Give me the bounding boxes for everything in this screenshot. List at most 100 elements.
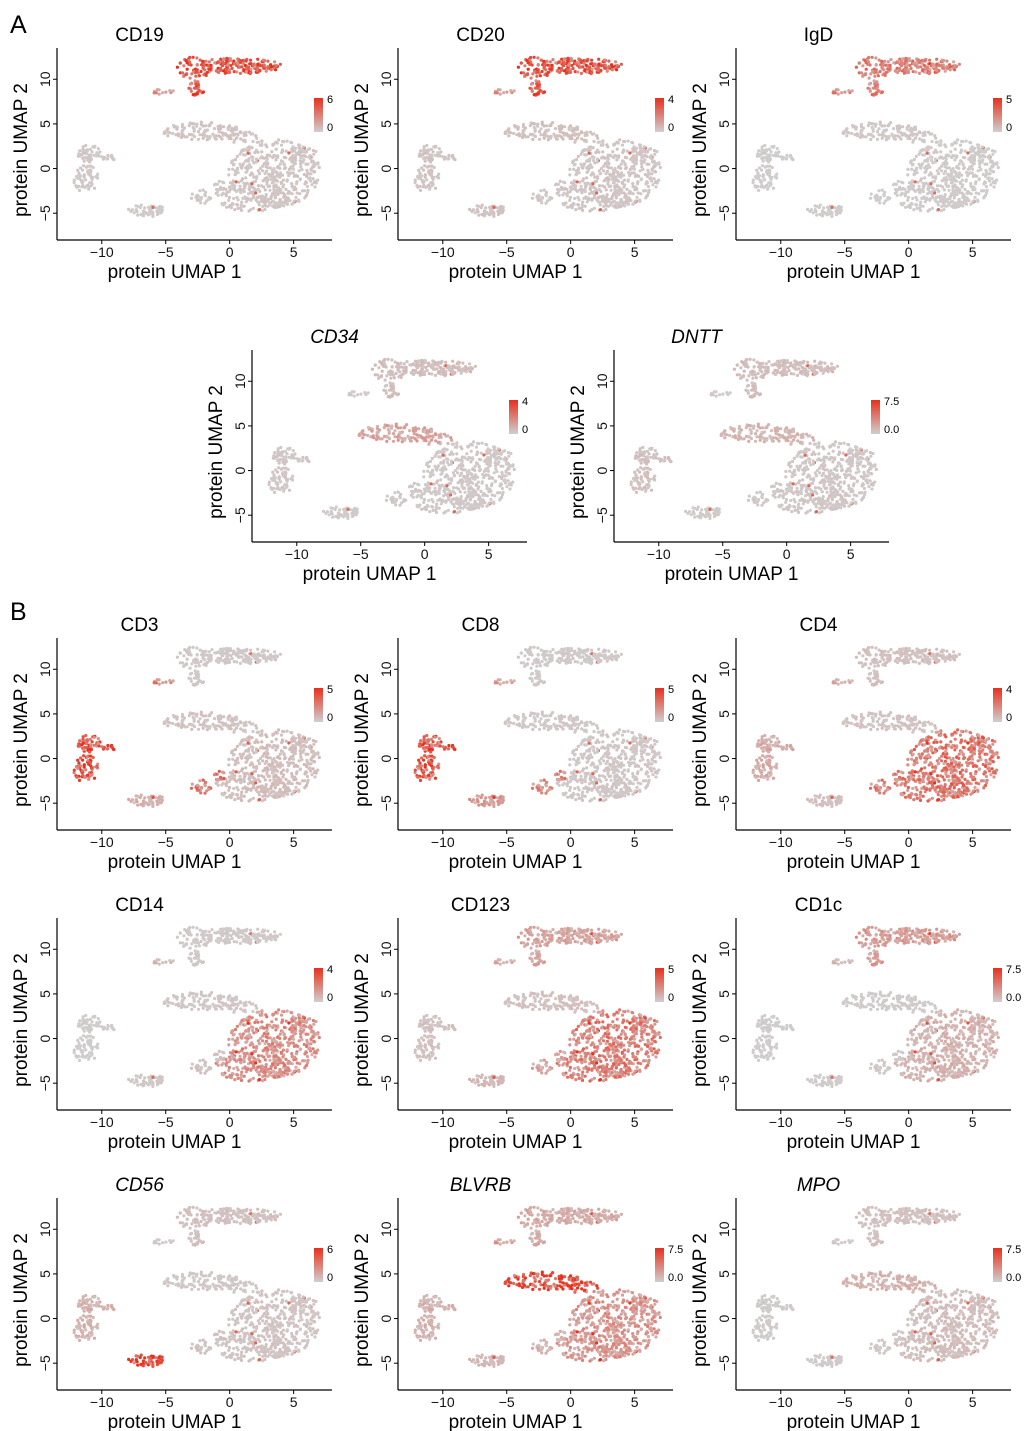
umap-point	[983, 155, 987, 159]
umap-point	[766, 365, 770, 369]
umap-point	[870, 93, 874, 97]
umap-point	[772, 371, 776, 375]
umap-point	[771, 153, 775, 157]
umap-point	[277, 173, 282, 177]
umap-point	[373, 363, 377, 367]
umap-point	[88, 170, 92, 174]
umap-point	[204, 134, 209, 138]
umap-point	[592, 63, 596, 67]
umap-point	[106, 153, 110, 158]
umap-point	[507, 454, 511, 458]
umap-point	[424, 506, 428, 510]
umap-point	[76, 168, 80, 172]
umap-point	[89, 164, 93, 168]
umap-point	[191, 93, 195, 97]
umap-point	[79, 166, 83, 170]
umap-point	[399, 436, 404, 440]
umap-point	[579, 152, 583, 156]
umap-point	[257, 208, 262, 212]
umap-point	[286, 191, 290, 195]
umap-point	[209, 63, 213, 67]
colorbar-max-label: 4	[522, 396, 528, 408]
umap-point	[874, 122, 878, 126]
umap-point	[963, 149, 967, 153]
umap-point	[447, 153, 451, 158]
umap-point	[511, 131, 516, 135]
umap-point	[250, 158, 255, 162]
umap-point	[771, 145, 775, 149]
umap-point	[767, 360, 771, 364]
umap-point	[877, 189, 881, 193]
umap-point	[526, 135, 530, 139]
umap-point	[187, 124, 191, 128]
umap-point	[964, 178, 968, 182]
umap-point	[952, 201, 957, 205]
umap-point	[375, 427, 379, 431]
umap-point	[906, 167, 910, 171]
umap-point	[887, 67, 891, 71]
umap-point	[503, 131, 507, 135]
colorbar-min-label: 0	[1006, 122, 1012, 134]
umap-point	[539, 133, 543, 137]
umap-point	[283, 199, 287, 203]
umap-point	[868, 133, 873, 137]
umap-point	[277, 460, 281, 464]
umap-point	[883, 59, 887, 63]
umap-point	[235, 195, 239, 200]
umap-point	[529, 82, 534, 86]
umap-point	[538, 74, 543, 78]
umap-point	[204, 190, 208, 194]
umap-point	[766, 187, 770, 191]
umap-point	[586, 164, 591, 168]
umap-point	[784, 372, 788, 376]
umap-point	[654, 185, 658, 189]
umap-point	[903, 192, 907, 196]
umap-point	[912, 208, 916, 212]
umap-point	[619, 62, 624, 66]
umap-point	[387, 437, 392, 441]
umap-point	[396, 368, 400, 372]
umap-point	[912, 188, 916, 192]
umap-point	[286, 199, 291, 203]
umap-point	[877, 127, 881, 131]
umap-point	[283, 455, 288, 459]
umap-point	[256, 57, 260, 61]
umap-point	[304, 155, 308, 159]
umap-point	[257, 203, 261, 207]
umap-point	[219, 57, 223, 61]
umap-point	[238, 71, 242, 75]
umap-point	[586, 170, 590, 174]
umap-point	[192, 69, 196, 74]
umap-point	[496, 88, 500, 92]
umap-point	[920, 162, 925, 166]
umap-point	[763, 178, 767, 182]
umap-point	[279, 180, 283, 184]
umap-point	[935, 57, 939, 61]
umap-point	[910, 167, 914, 171]
umap-point	[591, 185, 595, 189]
umap-point	[991, 161, 995, 165]
umap-point	[262, 63, 266, 67]
umap-point	[451, 471, 455, 475]
umap-point	[410, 371, 414, 375]
umap-point	[609, 154, 613, 158]
umap-point	[393, 491, 397, 495]
umap-point	[260, 209, 265, 213]
umap-point	[900, 58, 904, 62]
umap-point	[573, 140, 577, 144]
umap-point	[387, 429, 391, 433]
umap-point	[886, 124, 890, 128]
umap-point	[375, 373, 380, 377]
umap-point	[455, 441, 459, 445]
umap-point	[602, 58, 606, 62]
umap-point	[591, 146, 595, 150]
umap-point	[977, 143, 981, 147]
umap-point	[204, 59, 208, 63]
umap-point	[542, 90, 547, 94]
umap-point	[250, 185, 254, 189]
umap-point	[269, 68, 273, 72]
umap-point	[545, 73, 549, 77]
umap-point	[420, 361, 424, 365]
umap-point	[239, 191, 243, 195]
umap-point	[229, 63, 233, 68]
